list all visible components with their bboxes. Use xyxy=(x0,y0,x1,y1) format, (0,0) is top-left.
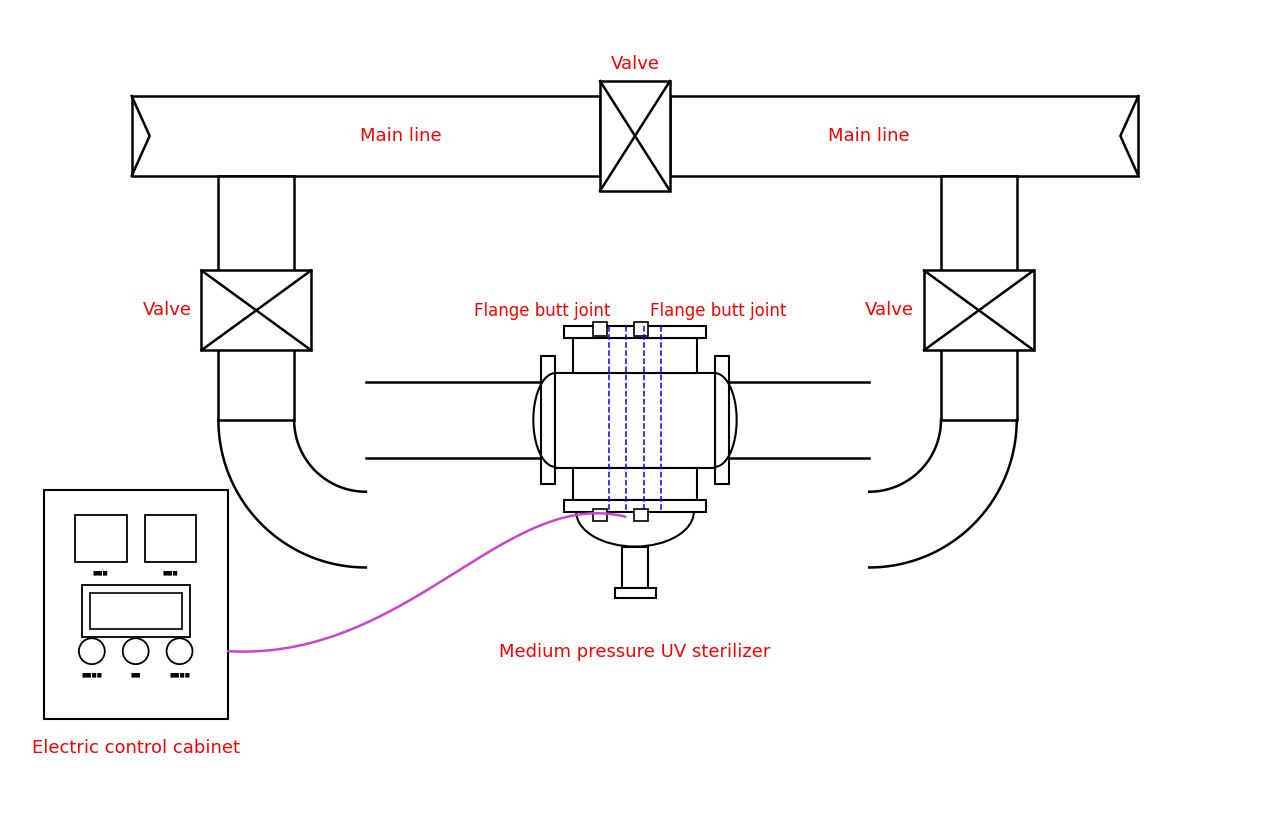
Text: Valve: Valve xyxy=(865,301,914,319)
Text: Main line: Main line xyxy=(360,127,442,145)
Bar xyxy=(615,588,656,598)
Text: ■■■■: ■■■■ xyxy=(81,672,103,677)
Bar xyxy=(145,515,197,563)
Bar xyxy=(556,373,714,468)
Bar xyxy=(132,96,600,176)
Bar xyxy=(82,586,189,637)
Text: ■■■: ■■■ xyxy=(93,570,109,576)
Text: Flange butt joint: Flange butt joint xyxy=(473,302,610,320)
Text: Valve: Valve xyxy=(142,301,192,319)
Bar xyxy=(670,96,1138,176)
Bar xyxy=(202,271,311,350)
Bar xyxy=(565,500,706,512)
Bar xyxy=(594,323,608,337)
Bar xyxy=(634,509,648,521)
Text: Valve: Valve xyxy=(610,55,660,73)
Bar xyxy=(574,338,697,373)
Bar xyxy=(622,546,648,588)
Bar xyxy=(634,323,648,337)
Text: ■■: ■■ xyxy=(131,672,141,677)
Text: ■■■: ■■■ xyxy=(162,570,179,576)
Text: ■■■■: ■■■■ xyxy=(169,672,190,677)
Text: Medium pressure UV sterilizer: Medium pressure UV sterilizer xyxy=(499,644,770,661)
Text: Electric control cabinet: Electric control cabinet xyxy=(32,739,240,757)
Bar xyxy=(565,327,706,338)
Bar xyxy=(574,468,697,500)
Bar xyxy=(90,593,181,629)
Bar xyxy=(75,515,127,563)
Text: Main line: Main line xyxy=(829,127,910,145)
Text: Flange butt joint: Flange butt joint xyxy=(650,302,787,320)
Bar xyxy=(942,176,1016,420)
Bar xyxy=(542,356,556,483)
Bar xyxy=(44,490,228,719)
Bar xyxy=(924,271,1034,350)
Bar xyxy=(218,176,294,420)
Bar xyxy=(594,509,608,521)
Bar xyxy=(600,81,670,191)
Bar xyxy=(714,356,728,483)
